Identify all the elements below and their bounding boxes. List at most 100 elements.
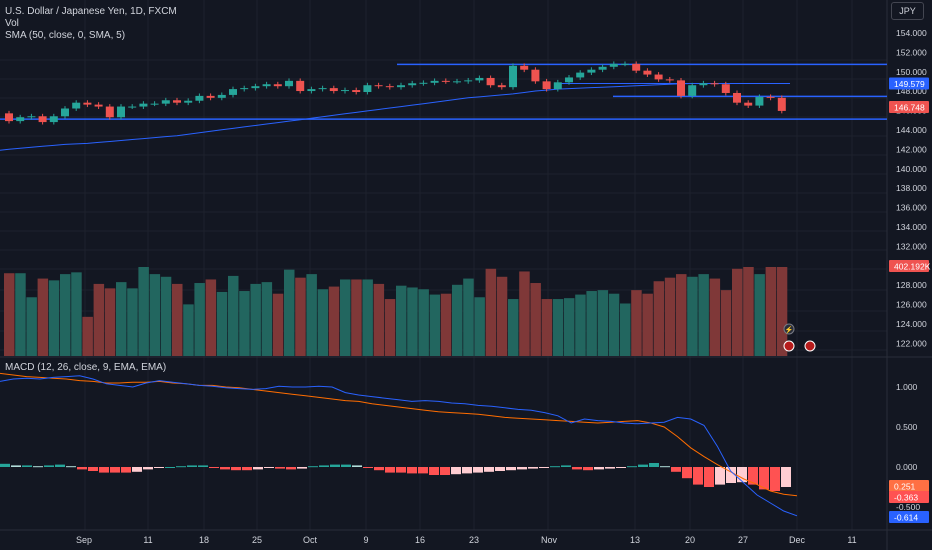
candle[interactable]	[576, 72, 585, 78]
volume-bar	[4, 273, 15, 356]
candle[interactable]	[677, 80, 685, 96]
candle[interactable]	[654, 74, 663, 80]
candle[interactable]	[721, 84, 730, 93]
candle[interactable]	[150, 103, 159, 105]
candle[interactable]	[542, 81, 551, 90]
candle[interactable]	[766, 96, 775, 98]
candle[interactable]	[520, 65, 529, 70]
candle[interactable]	[565, 77, 573, 83]
candle[interactable]	[273, 84, 282, 87]
candle[interactable]	[128, 106, 137, 108]
candle[interactable]	[72, 102, 81, 109]
candle[interactable]	[385, 86, 394, 88]
macd-value-badge: -0.614	[894, 513, 918, 523]
candle[interactable]	[777, 97, 786, 111]
volume-bar	[732, 268, 743, 356]
candle[interactable]	[161, 100, 170, 104]
candle[interactable]	[117, 106, 125, 118]
candle[interactable]	[632, 63, 641, 71]
candle[interactable]	[509, 65, 517, 88]
price-tick-label: 148.000	[896, 86, 927, 96]
macd-histogram-bar	[693, 467, 703, 485]
time-axis-label: Dec	[789, 535, 806, 545]
candle[interactable]	[699, 83, 708, 86]
candle[interactable]	[49, 116, 58, 123]
candle[interactable]	[609, 63, 618, 67]
candle[interactable]	[598, 66, 607, 70]
vol-indicator-label[interactable]: Vol	[5, 18, 19, 29]
candle[interactable]	[94, 104, 103, 107]
candle[interactable]	[531, 69, 540, 82]
last-price-badge: 146.748	[894, 103, 925, 113]
candle[interactable]	[307, 89, 316, 92]
candle[interactable]	[195, 95, 204, 101]
candle[interactable]	[229, 89, 237, 95]
volume-bar	[239, 291, 250, 356]
candle[interactable]	[184, 100, 193, 103]
candle[interactable]	[441, 80, 450, 82]
time-axis-label: 25	[252, 535, 262, 545]
macd-indicator-label[interactable]: MACD (12, 26, close, 9, EMA, EMA)	[5, 362, 167, 373]
candle[interactable]	[643, 70, 652, 75]
candle[interactable]	[206, 95, 215, 98]
volume-bar	[127, 288, 138, 356]
candle[interactable]	[363, 85, 372, 93]
candle[interactable]	[464, 80, 473, 82]
volume-bar	[261, 282, 273, 356]
candle[interactable]	[430, 80, 439, 83]
candle[interactable]	[486, 77, 495, 86]
candle[interactable]	[61, 108, 69, 117]
candle[interactable]	[173, 100, 181, 103]
volume-bar	[552, 299, 564, 356]
candle[interactable]	[397, 85, 405, 88]
macd-histogram-bar	[0, 463, 10, 467]
us-flag-icon[interactable]	[804, 340, 816, 352]
candle[interactable]	[352, 90, 361, 93]
candle[interactable]	[251, 86, 260, 89]
macd-histogram-bar	[385, 467, 395, 473]
candle[interactable]	[710, 83, 719, 85]
candle[interactable]	[5, 113, 13, 122]
candle[interactable]	[83, 102, 92, 105]
candle[interactable]	[374, 85, 383, 87]
candle[interactable]	[16, 117, 25, 122]
volume-bar	[384, 299, 396, 356]
candle[interactable]	[553, 82, 562, 90]
candle[interactable]	[497, 85, 506, 88]
candle[interactable]	[105, 106, 114, 118]
sma-indicator-label[interactable]: SMA (50, close, 0, SMA, 5)	[5, 30, 126, 41]
candle[interactable]	[27, 116, 36, 118]
candle[interactable]	[621, 63, 629, 65]
macd-histogram-bar	[121, 467, 131, 473]
candle[interactable]	[755, 96, 764, 106]
candle[interactable]	[587, 69, 596, 73]
candle[interactable]	[341, 90, 349, 92]
candle[interactable]	[262, 84, 271, 87]
candle[interactable]	[453, 81, 461, 83]
volume-bar	[284, 269, 295, 356]
candle[interactable]	[318, 88, 327, 90]
macd-histogram-bar	[473, 467, 483, 473]
candle[interactable]	[665, 79, 674, 81]
candle[interactable]	[38, 116, 47, 123]
symbol-title[interactable]: U.S. Dollar / Japanese Yen, 1D, FXCM	[5, 6, 177, 17]
candle[interactable]	[733, 92, 741, 103]
macd-histogram-bar	[429, 467, 439, 475]
candle[interactable]	[408, 83, 417, 86]
candle[interactable]	[217, 94, 226, 98]
candle[interactable]	[139, 103, 148, 107]
candle[interactable]	[285, 80, 293, 87]
candle[interactable]	[240, 88, 249, 90]
candle[interactable]	[688, 85, 697, 96]
currency-button[interactable]: JPY	[891, 2, 924, 20]
lightning-icon[interactable]	[783, 323, 795, 335]
us-flag-icon[interactable]	[783, 340, 795, 352]
candle[interactable]	[419, 82, 428, 84]
candle[interactable]	[296, 80, 305, 92]
sma-line	[0, 83, 782, 151]
candle[interactable]	[475, 77, 484, 81]
candle[interactable]	[744, 102, 753, 106]
macd-histogram-bar	[462, 467, 472, 474]
candle[interactable]	[329, 88, 338, 92]
